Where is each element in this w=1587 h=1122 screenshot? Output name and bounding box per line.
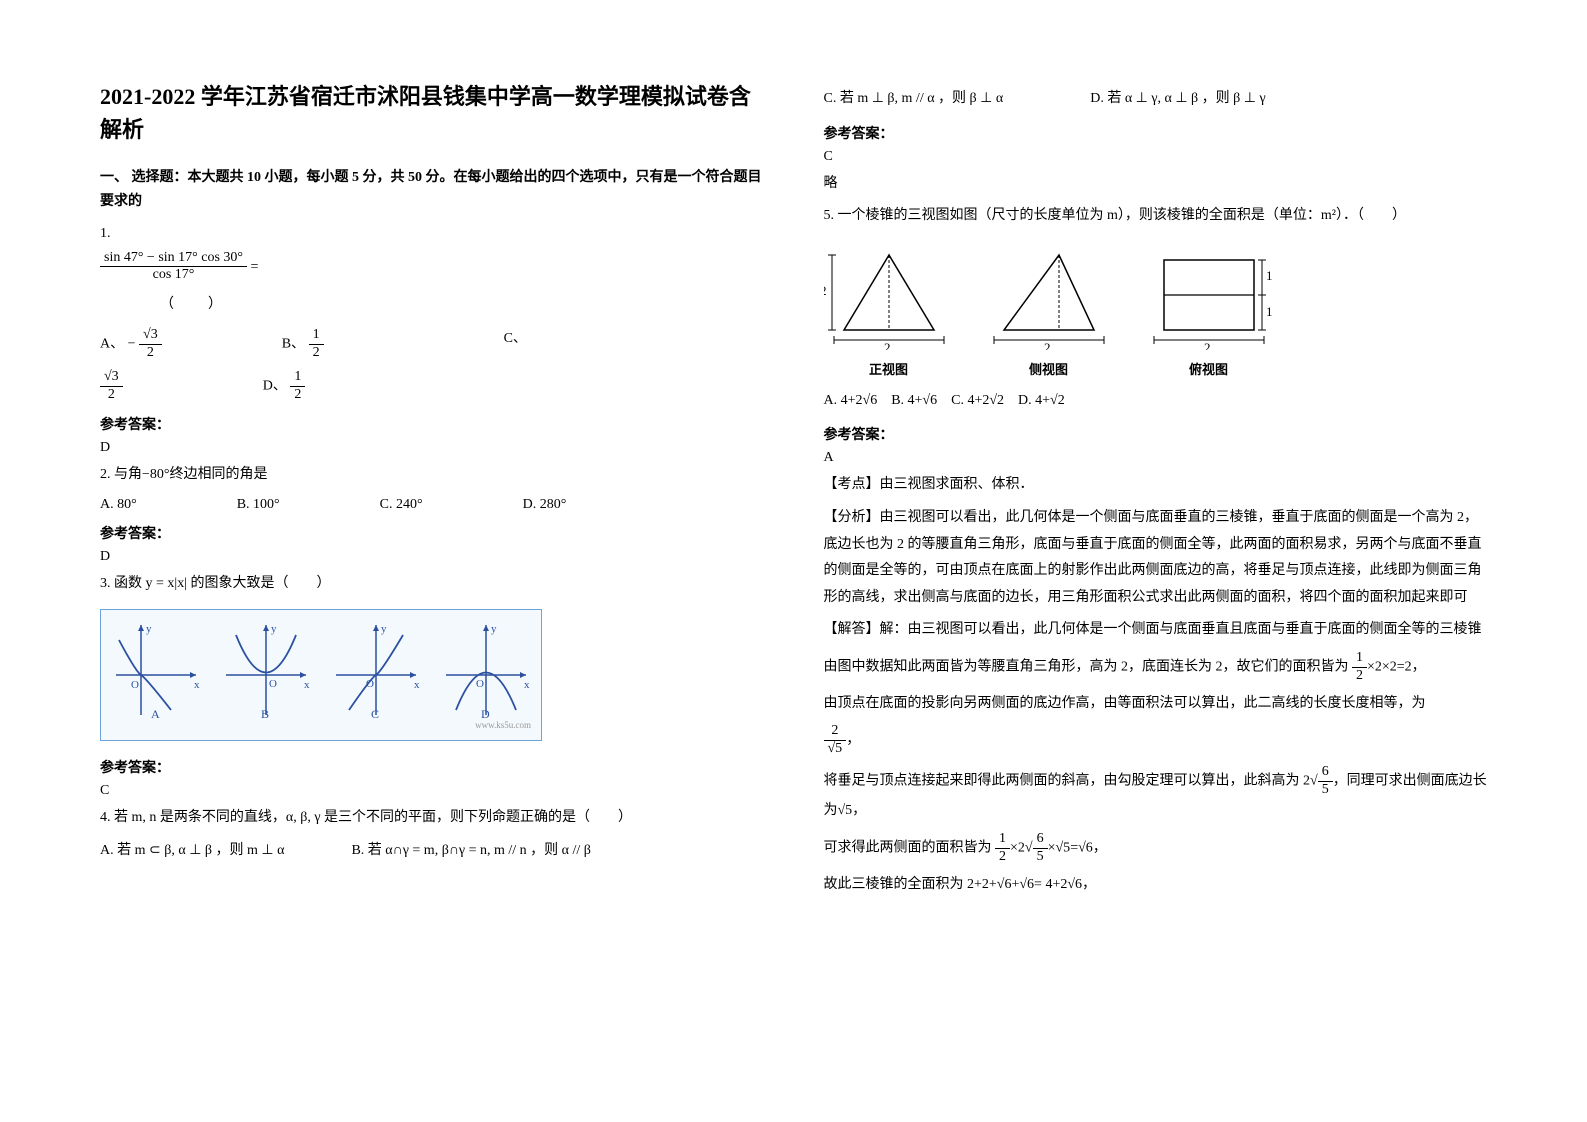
page: 2021-2022 学年江苏省宿迁市沭阳县钱集中学高一数学理模拟试卷含解析 一、… <box>0 0 1587 944</box>
q3-graph-a: x y O A <box>111 620 201 720</box>
q3-answer-label: 参考答案： <box>100 757 764 777</box>
q3-text: 3. 函数 y = x|x| 的图象大致是（ ） <box>100 571 764 598</box>
q3-graph-b: x y O B <box>221 620 311 720</box>
svg-text:y: y <box>381 623 387 635</box>
svg-text:x: x <box>194 679 200 691</box>
svg-text:O: O <box>269 678 277 690</box>
q4-opt-d: D. 若 α ⊥ γ, α ⊥ β ，则 β ⊥ γ <box>1090 91 1266 106</box>
q2-opt-b: B. 100° <box>237 497 280 513</box>
q5-sol-p3: 由顶点在底面的投影向另两侧面的底边作高，由等面积法可以算出，此二高线的长度长度相… <box>824 691 1488 718</box>
q1-equals: = <box>247 259 258 274</box>
left-column: 2021-2022 学年江苏省宿迁市沭阳县钱集中学高一数学理模拟试卷含解析 一、… <box>100 80 764 904</box>
q5-opt-c: C. 4+2√2 <box>951 393 1004 408</box>
q4-answer: C <box>824 149 1488 165</box>
svg-text:2: 2 <box>1044 340 1051 350</box>
q1-expression: sin 47° − sin 17° cos 30° cos 17° = <box>100 250 764 285</box>
q5-sol-p6: 故此三棱锥的全面积为 2+2+√6+√6= 4+2√6， <box>824 872 1488 899</box>
svg-text:y: y <box>146 623 152 635</box>
q1-opt-b: B、 12 <box>282 327 324 362</box>
q5-opt-a: A. 4+2√6 <box>824 393 878 408</box>
q5-side-label: 侧视图 <box>984 359 1114 378</box>
q1-options-row2: √32 D、 12 <box>100 369 764 404</box>
q2-answer-label: 参考答案： <box>100 523 764 543</box>
svg-text:y: y <box>271 623 277 635</box>
q4-text: 4. 若 m, n 是两条不同的直线，α, β, γ 是三个不同的平面，则下列命… <box>100 805 764 832</box>
q1-paren: （ ） <box>160 292 764 319</box>
svg-text:2: 2 <box>1204 340 1211 350</box>
q2-options: A. 80° B. 100° C. 240° D. 280° <box>100 497 764 513</box>
q5-sol-p4: 将垂足与顶点连接起来即得此两侧面的斜高，由勾股定理可以算出，此斜高为 2√65，… <box>824 764 1488 825</box>
q1-expr-num: sin 47° − sin 17° cos 30° <box>100 250 247 268</box>
q3-graph-d: x y O D <box>441 620 531 720</box>
q5-answer: A <box>824 450 1488 466</box>
q5-answer-label: 参考答案： <box>824 424 1488 444</box>
svg-text:y: y <box>491 623 497 635</box>
q5-options: A. 4+2√6 B. 4+√6 C. 4+2√2 D. 4+√2 <box>824 388 1488 415</box>
svg-text:1: 1 <box>1266 268 1273 283</box>
q5-top-view: 2 1 1 俯视图 <box>1144 240 1274 378</box>
q4-opt-a: A. 若 m ⊂ β, α ⊥ β ，则 m ⊥ α <box>100 843 284 858</box>
q5-opt-d: D. 4+√2 <box>1018 393 1065 408</box>
q3-graph-c: x y O C <box>331 620 421 720</box>
q5-views: 2 2 正视图 2 侧视图 <box>824 240 1488 378</box>
q4-answer-label: 参考答案： <box>824 123 1488 143</box>
q3-answer: C <box>100 783 764 799</box>
q3-graph-row: x y O A x y O B <box>111 620 531 720</box>
right-column: C. 若 m ⊥ β, m // α ，则 β ⊥ α D. 若 α ⊥ γ, … <box>824 80 1488 904</box>
svg-text:x: x <box>414 679 420 691</box>
q5-sol-p2: 由图中数据知此两面皆为等腰直角三角形，高为 2，底面连长为 2，故它们的面积皆为… <box>824 650 1488 685</box>
q5-sol-p5: 可求得此两侧面的面积皆为 12×2√65×√5=√6， <box>824 831 1488 866</box>
q4-opts-ab: A. 若 m ⊂ β, α ⊥ β ，则 m ⊥ α B. 若 α∩γ = m,… <box>100 838 764 865</box>
q1-opt-d: D、 12 <box>263 369 306 404</box>
svg-text:D: D <box>481 707 490 720</box>
svg-text:A: A <box>151 707 160 720</box>
q2-opt-a: A. 80° <box>100 497 137 513</box>
svg-text:2: 2 <box>824 283 827 298</box>
svg-text:1: 1 <box>1266 304 1273 319</box>
q1-answer-label: 参考答案： <box>100 414 764 434</box>
q5-kp: 【考点】由三视图求面积、体积． <box>824 472 1488 499</box>
q5-sol-p3b: 2√5， <box>824 723 1488 758</box>
q1-number: 1. <box>100 226 764 242</box>
q1-opt-c-val: √32 <box>100 369 123 404</box>
q5-sol-p1: 【解答】解：由三视图可以看出，此几何体是一个侧面与底面垂直且底面与垂直于底面的侧… <box>824 617 1488 644</box>
q2-text: 2. 与角−80°终边相同的角是 <box>100 462 764 489</box>
q5-analysis: 【分析】由三视图可以看出，此几何体是一个侧面与底面垂直的三棱锥，垂直于底面的侧面… <box>824 505 1488 611</box>
q1-answer: D <box>100 440 764 456</box>
q3-watermark: www.ks5u.com <box>111 720 531 730</box>
q1-options-row1: A、 − √32 B、 12 C、 <box>100 327 764 362</box>
svg-text:B: B <box>261 707 269 720</box>
q4-opt-b: B. 若 α∩γ = m, β∩γ = n, m // n ，则 α // β <box>351 843 590 858</box>
q5-front-label: 正视图 <box>824 359 954 378</box>
q2-opt-d: D. 280° <box>523 497 567 513</box>
q5-top-label: 俯视图 <box>1144 359 1274 378</box>
q1-opt-a: A、 − √32 <box>100 327 162 362</box>
q5-side-view: 2 侧视图 <box>984 240 1114 378</box>
svg-text:O: O <box>476 678 484 690</box>
svg-text:x: x <box>524 679 530 691</box>
svg-text:C: C <box>371 707 379 720</box>
svg-text:x: x <box>304 679 310 691</box>
svg-text:2: 2 <box>884 340 891 350</box>
q4-opts-cd: C. 若 m ⊥ β, m // α ，则 β ⊥ α D. 若 α ⊥ γ, … <box>824 86 1488 113</box>
q1-opt-c: C、 <box>504 327 527 362</box>
q1-expr-den: cos 17° <box>100 267 247 284</box>
q5-front-view: 2 2 正视图 <box>824 240 954 378</box>
doc-title: 2021-2022 学年江苏省宿迁市沭阳县钱集中学高一数学理模拟试卷含解析 <box>100 80 764 146</box>
section-head: 一、 选择题：本大题共 10 小题，每小题 5 分，共 50 分。在每小题给出的… <box>100 166 764 214</box>
svg-text:O: O <box>131 679 139 691</box>
q2-opt-c: C. 240° <box>380 497 423 513</box>
q4-note: 略 <box>824 171 1488 198</box>
q4-opt-c: C. 若 m ⊥ β, m // α ，则 β ⊥ α <box>824 91 1004 106</box>
q5-text: 5. 一个棱锥的三视图如图（尺寸的长度单位为 m），则该棱锥的全面积是（单位：m… <box>824 203 1488 230</box>
q5-opt-b: B. 4+√6 <box>891 393 937 408</box>
q3-graph-panel: x y O A x y O B <box>100 609 542 741</box>
q2-answer: D <box>100 549 764 565</box>
